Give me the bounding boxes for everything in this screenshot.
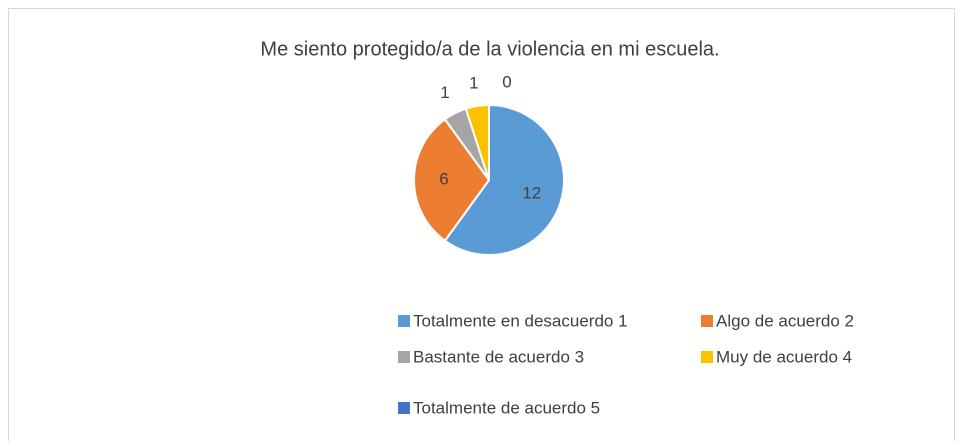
- legend-swatch: [398, 402, 410, 414]
- legend-label: Totalmente en desacuerdo 1: [413, 311, 628, 330]
- data-label: 0: [502, 72, 511, 91]
- pie-slice: [443, 103, 565, 256]
- legend-swatch: [398, 351, 410, 363]
- data-label: 6: [439, 169, 448, 188]
- legend-label: Muy de acuerdo 4: [716, 347, 852, 366]
- legend-swatch: [701, 351, 713, 363]
- legend-swatch: [701, 315, 713, 327]
- pie-slice: [413, 117, 491, 243]
- legend-label: Bastante de acuerdo 3: [413, 347, 584, 366]
- data-label: 1: [440, 83, 449, 102]
- data-label: 1: [469, 74, 478, 93]
- chart-title: Me siento protegido/a de la violencia en…: [260, 38, 719, 60]
- legend-label: Algo de acuerdo 2: [716, 311, 854, 330]
- data-label: 12: [522, 183, 541, 202]
- legend-label: Totalmente de acuerdo 5: [413, 398, 600, 417]
- legend-swatch: [398, 315, 410, 327]
